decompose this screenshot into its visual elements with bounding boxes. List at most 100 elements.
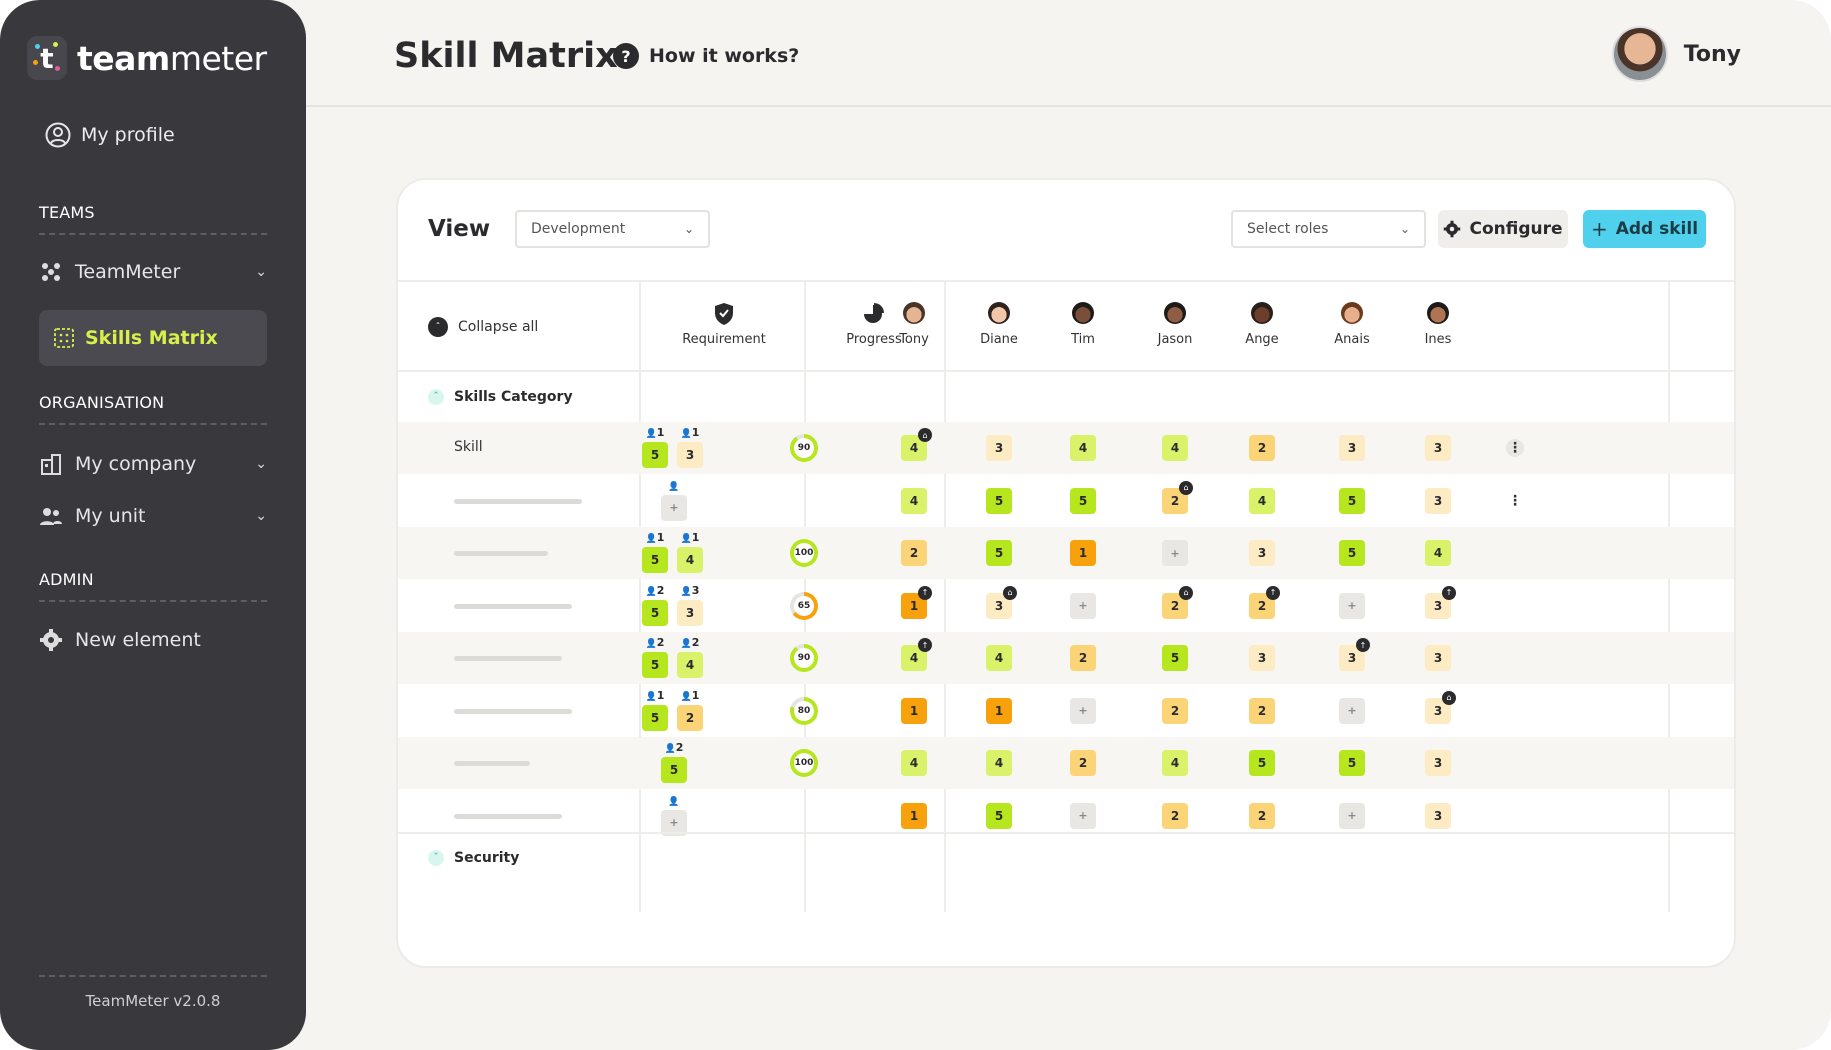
chevron-down-icon[interactable]: ⌄ bbox=[255, 508, 267, 524]
skill-level-cell[interactable]: 3 bbox=[1249, 645, 1275, 671]
required-level[interactable]: 3 bbox=[677, 442, 703, 468]
configure-button[interactable]: Configure bbox=[1438, 210, 1568, 248]
member-column-header[interactable]: Anais bbox=[1322, 302, 1382, 347]
member-column-header[interactable]: Jason bbox=[1145, 302, 1205, 347]
member-column-header[interactable]: Tim bbox=[1053, 302, 1113, 347]
skill-level-cell[interactable]: 4 bbox=[986, 750, 1012, 776]
required-level[interactable]: 2 bbox=[677, 704, 703, 731]
chevron-up-icon[interactable]: ˆ bbox=[428, 389, 444, 405]
chevron-down-icon[interactable]: ˇ bbox=[428, 850, 444, 866]
skill-level-cell[interactable]: 4 bbox=[1162, 750, 1188, 776]
required-level[interactable]: 5 bbox=[642, 652, 668, 678]
skill-row[interactable]: Skill 👤1 5 👤1 3 90 4 ⌂ 3 4 4 2 3 3 ⋮ bbox=[398, 422, 1734, 474]
member-column-header[interactable]: Ines bbox=[1408, 302, 1468, 347]
category-row[interactable]: ˆ Skills Category bbox=[398, 372, 1734, 422]
skill-level-cell[interactable]: 5 bbox=[1339, 750, 1365, 776]
more-options-icon[interactable]: ⋮ bbox=[1506, 439, 1524, 457]
skill-level-cell[interactable]: 2 bbox=[1070, 645, 1096, 671]
required-level[interactable]: 5 bbox=[642, 442, 668, 468]
skill-row[interactable]: 👤 +4 5 5 2 ⌂ 4 5 3 ⋮ bbox=[398, 475, 1734, 527]
skill-row[interactable]: 👤 +1 5 +2 2 +3 bbox=[398, 790, 1734, 842]
page-title: Skill Matrix bbox=[394, 36, 618, 76]
skill-level-cell[interactable]: 2 bbox=[1249, 802, 1275, 829]
add-skill-button[interactable]: + Add skill bbox=[1583, 210, 1706, 248]
chevron-down-icon[interactable]: ⌄ bbox=[255, 456, 267, 472]
sidebar-item-new-element[interactable]: New element bbox=[39, 628, 267, 652]
my-profile-link[interactable]: My profile bbox=[45, 122, 175, 148]
skill-level-cell[interactable]: 5 bbox=[1249, 750, 1275, 776]
skill-level-cell[interactable]: + bbox=[1070, 697, 1096, 724]
skill-level-cell[interactable]: + bbox=[1162, 540, 1188, 566]
skill-row[interactable]: 👤2 5 👤3 3 65 1 ↑ 3 ⌂ +2 ⌂ 2 ↑ +3 ↑ bbox=[398, 580, 1734, 632]
skill-level-cell[interactable]: 4 bbox=[986, 645, 1012, 671]
skill-level-cell[interactable]: 4 bbox=[1070, 435, 1096, 461]
user-menu[interactable]: Tony bbox=[1611, 26, 1741, 82]
category-row[interactable]: ˇ Security bbox=[398, 832, 1734, 882]
skill-level-cell[interactable]: 5 bbox=[986, 540, 1012, 566]
skill-level-cell[interactable]: 4 bbox=[1162, 435, 1188, 461]
required-level[interactable]: 4 bbox=[677, 547, 703, 573]
skill-level-cell[interactable]: 3 bbox=[986, 435, 1012, 461]
skill-level-cell[interactable]: 2 bbox=[1162, 487, 1188, 514]
skill-level-cell[interactable]: 1 bbox=[901, 802, 927, 829]
skill-row[interactable]: 👤1 5 👤1 4 100 2 5 1 +3 5 4 bbox=[398, 527, 1734, 579]
skill-row[interactable]: 👤2 5 👤2 4 90 4 ↑ 4 2 5 3 3 ↑ 3 bbox=[398, 632, 1734, 684]
more-options-icon[interactable]: ⋮ bbox=[1508, 492, 1522, 509]
skill-level-cell[interactable]: 5 bbox=[986, 487, 1012, 514]
how-it-works-link[interactable]: ? How it works? bbox=[613, 43, 799, 69]
skill-row[interactable]: 👤1 5 👤1 2 80 1 1 +2 2 +3 ⌂ bbox=[398, 685, 1734, 737]
skill-level-cell[interactable]: 3 bbox=[1425, 750, 1451, 776]
sidebar-item-my-unit[interactable]: My unit ⌄ bbox=[39, 504, 267, 528]
required-level[interactable]: 5 bbox=[661, 757, 687, 783]
chevron-down-icon[interactable]: ⌄ bbox=[255, 264, 267, 280]
roles-select[interactable]: Select roles ⌄ bbox=[1231, 210, 1426, 248]
skill-level-cell[interactable]: + bbox=[1339, 802, 1365, 829]
skill-level-cell[interactable]: 3 bbox=[1425, 487, 1451, 514]
skill-level-cell[interactable]: 3 bbox=[1425, 802, 1451, 829]
required-level[interactable]: + bbox=[661, 494, 687, 521]
required-level[interactable]: 3 bbox=[677, 599, 703, 626]
required-level[interactable]: 5 bbox=[642, 547, 668, 573]
sidebar-item-my-company[interactable]: My company ⌄ bbox=[39, 452, 267, 476]
skill-level-cell[interactable]: + bbox=[1070, 592, 1096, 619]
skill-level-cell[interactable]: + bbox=[1070, 802, 1096, 829]
skill-level-cell[interactable]: 3 bbox=[1249, 540, 1275, 566]
skill-level-cell[interactable]: 4 bbox=[1249, 487, 1275, 514]
required-people-count: 👤 bbox=[661, 479, 687, 492]
sidebar-item-skills-matrix[interactable]: Skills Matrix bbox=[39, 310, 267, 366]
skill-level-cell[interactable]: 5 bbox=[1162, 645, 1188, 671]
skill-level-cell[interactable]: 2 bbox=[901, 540, 927, 566]
view-select[interactable]: Development ⌄ bbox=[515, 210, 710, 248]
member-column-header[interactable]: Ange bbox=[1232, 302, 1292, 347]
required-level[interactable]: 5 bbox=[642, 704, 668, 731]
sidebar-item-teammeter[interactable]: TeamMeter ⌄ bbox=[39, 260, 267, 284]
skill-level-cell[interactable]: + bbox=[1339, 697, 1365, 724]
skill-level-cell[interactable]: 2 bbox=[1162, 697, 1188, 724]
skill-level-cell[interactable]: 5 bbox=[986, 802, 1012, 829]
member-column-header[interactable]: Tony bbox=[884, 302, 944, 347]
skill-level-cell[interactable]: 4 bbox=[901, 750, 927, 776]
skill-level-cell[interactable]: 2 bbox=[1249, 435, 1275, 461]
skill-level-cell[interactable]: 2 bbox=[1070, 750, 1096, 776]
skill-level-cell[interactable]: 3 bbox=[1425, 645, 1451, 671]
skill-row[interactable]: 👤2 5 100 4 4 2 4 5 5 3 bbox=[398, 737, 1734, 789]
skill-level-cell[interactable]: 1 bbox=[986, 697, 1012, 724]
skill-level-cell[interactable]: 1 bbox=[1070, 540, 1096, 566]
required-level[interactable]: + bbox=[661, 809, 687, 836]
member-column-header[interactable]: Diane bbox=[969, 302, 1029, 347]
skill-level-cell[interactable]: 1 bbox=[901, 697, 927, 724]
skill-level-cell[interactable]: 4 bbox=[1425, 540, 1451, 566]
skill-level-cell[interactable]: 3 bbox=[1339, 435, 1365, 461]
app-logo[interactable]: t teammeter bbox=[27, 36, 267, 80]
required-level[interactable]: 5 bbox=[642, 599, 668, 626]
skill-level-cell[interactable]: 3 bbox=[1425, 435, 1451, 461]
skill-level-cell[interactable]: 2 bbox=[1162, 802, 1188, 829]
collapse-all-button[interactable]: ˆ Collapse all bbox=[428, 317, 538, 337]
skill-level-cell[interactable]: 5 bbox=[1339, 487, 1365, 514]
skill-level-cell[interactable]: 4 bbox=[901, 487, 927, 514]
required-level[interactable]: 4 bbox=[677, 652, 703, 678]
skill-level-cell[interactable]: 5 bbox=[1070, 487, 1096, 514]
skill-level-cell[interactable]: 2 bbox=[1249, 697, 1275, 724]
skill-level-cell[interactable]: + bbox=[1339, 592, 1365, 619]
skill-level-cell[interactable]: 5 bbox=[1339, 540, 1365, 566]
